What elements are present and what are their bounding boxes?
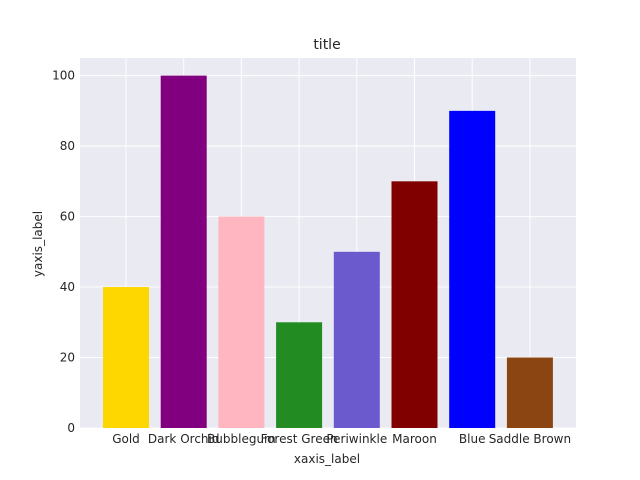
y-tick-label: 80 bbox=[60, 139, 75, 153]
plot-area bbox=[80, 58, 576, 428]
x-tick-label: Dark Orchid bbox=[148, 432, 220, 446]
bar bbox=[103, 287, 149, 428]
x-tick-label: Saddle Brown bbox=[489, 432, 571, 446]
y-tick-label: 100 bbox=[52, 69, 75, 83]
bar bbox=[391, 181, 438, 428]
bar bbox=[276, 322, 323, 428]
y-tick-label: 20 bbox=[60, 351, 75, 365]
x-tick-label: Bubblegum bbox=[207, 432, 276, 446]
bar bbox=[333, 251, 380, 428]
x-tick-label: Blue bbox=[459, 432, 486, 446]
bar bbox=[218, 216, 265, 428]
x-tick-label: Forest Green bbox=[261, 432, 338, 446]
y-tick-label: 60 bbox=[60, 210, 75, 224]
chart-title: title bbox=[313, 37, 340, 53]
x-tick-label: Maroon bbox=[392, 432, 437, 446]
y-axis-label: yaxis_label bbox=[31, 211, 45, 277]
bar bbox=[160, 75, 207, 428]
y-tick-labels: 0 20 40 60 80 100 bbox=[52, 69, 75, 435]
x-axis-label: xaxis_label bbox=[294, 452, 360, 466]
bar bbox=[449, 110, 496, 428]
y-tick-label: 0 bbox=[67, 421, 75, 435]
x-tick-label: Periwinkle bbox=[326, 432, 387, 446]
x-tick-label: Gold bbox=[112, 432, 140, 446]
y-tick-label: 40 bbox=[60, 280, 75, 294]
bar bbox=[506, 357, 553, 428]
bars bbox=[103, 75, 553, 428]
